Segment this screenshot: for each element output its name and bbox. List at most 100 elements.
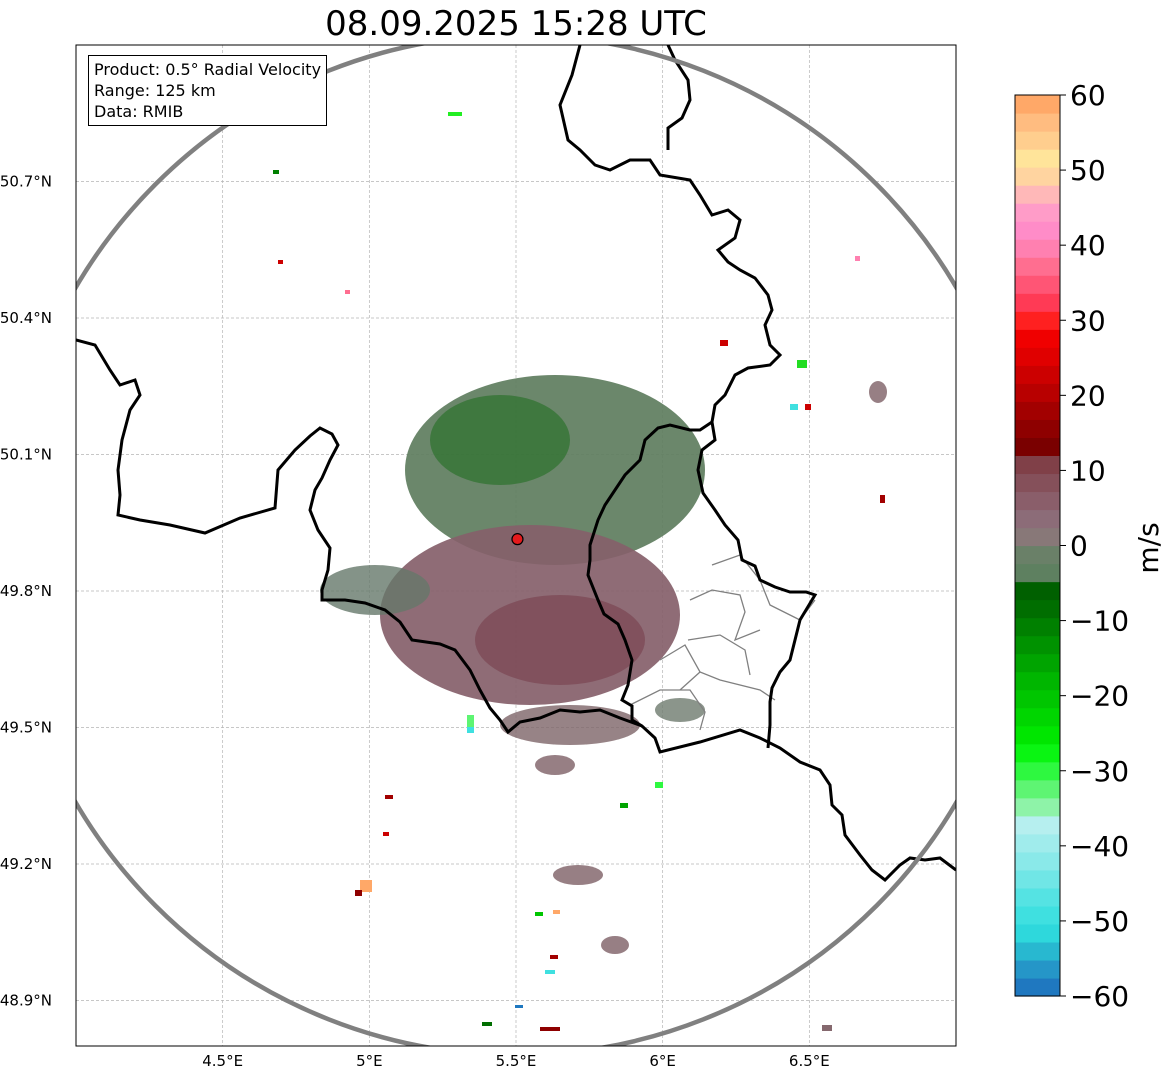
lon-tick-label: 5.5°E — [496, 1052, 537, 1070]
colorbar-segment — [1015, 347, 1060, 366]
info-data: Data: RMIB — [94, 102, 184, 121]
echo-speck — [467, 715, 474, 727]
echo-northeast — [869, 381, 887, 403]
border-luxembourg-west — [586, 420, 713, 728]
echo-speck — [655, 782, 663, 788]
echo-speck — [535, 912, 543, 916]
colorbar-segment — [1015, 437, 1060, 456]
colorbar-segment — [1015, 239, 1060, 258]
colorbar-segment — [1015, 635, 1060, 655]
colorbar-segment — [1015, 383, 1060, 402]
colorbar-segment — [1015, 959, 1060, 979]
echo-band-south — [500, 705, 640, 745]
colorbar-segment — [1015, 419, 1060, 438]
lon-tick-label: 4.5°E — [202, 1052, 243, 1070]
colorbar-tick-label: 10 — [1070, 454, 1106, 487]
lon-tick-label: 6.5°E — [789, 1052, 830, 1070]
lon-tick-label: 6°E — [649, 1052, 676, 1070]
border-france-belgium-west — [76, 338, 956, 882]
colorbar-segment — [1015, 113, 1060, 132]
lat-tick-label: 50.4°N — [0, 309, 52, 327]
colorbar-segment — [1015, 617, 1060, 637]
colorbar-segment — [1015, 653, 1060, 673]
lat-tick-label: 49.8°N — [0, 582, 52, 600]
echo-speck — [550, 955, 558, 959]
echo-speck — [545, 970, 555, 974]
lat-tick-label: 50.1°N — [0, 446, 52, 464]
gridlines — [76, 45, 956, 1046]
lat-tick-label: 50.7°N — [0, 173, 52, 191]
echo-far-south — [553, 865, 603, 885]
echo-speck — [855, 256, 860, 261]
colorbar-segment — [1015, 365, 1060, 384]
colorbar: 60 50 40 30 20 10 0 −10 −20 −30 −40 −50 −60 m/s — [1014, 79, 1165, 1013]
colorbar-tick-label: −10 — [1070, 605, 1129, 638]
colorbar-segment — [1015, 599, 1060, 619]
colorbar-segment — [1015, 185, 1060, 204]
echo-speck — [515, 1005, 523, 1008]
echo-speck — [553, 910, 560, 914]
echo-speck — [360, 880, 372, 892]
colorbar-segment — [1015, 167, 1060, 186]
echo-speck — [720, 340, 728, 346]
colorbar-tick-label: 0 — [1070, 530, 1088, 563]
echo-east — [655, 698, 705, 722]
radar-site-marker — [511, 533, 524, 546]
colorbar-segment — [1015, 581, 1060, 601]
lat-tick-label: 48.9°N — [0, 992, 52, 1010]
colorbar-tick-label: 40 — [1070, 229, 1106, 262]
echo-pink-south-core — [475, 595, 645, 685]
colorbar-segment — [1015, 401, 1060, 420]
echo-speck — [355, 890, 362, 896]
colorbar-segment — [1015, 95, 1060, 114]
colorbar-segment — [1015, 833, 1060, 853]
colorbar-tick-label: 20 — [1070, 379, 1106, 412]
colorbar-tick-label: −40 — [1070, 830, 1129, 863]
colorbar-segment — [1015, 563, 1060, 583]
latitude-tick-labels: 50.7°N 50.4°N 50.1°N 49.8°N 49.5°N 49.2°N 48.9… — [0, 173, 52, 1010]
echo-speck — [273, 170, 279, 174]
info-box: Product: 0.5° Radial Velocity Range: 125… — [88, 55, 328, 126]
colorbar-segment — [1015, 671, 1060, 691]
colorbar-label: m/s — [1132, 522, 1165, 573]
colorbar-tick-label: −60 — [1070, 980, 1129, 1013]
colorbar-segment — [1015, 509, 1060, 529]
colorbar-tick-label: 50 — [1070, 154, 1106, 187]
plot-frame — [75, 44, 957, 1047]
echo-speck — [805, 404, 811, 410]
colorbar-segment — [1015, 779, 1060, 799]
colorbar-segment — [1015, 257, 1060, 276]
echo-speck — [383, 832, 389, 836]
colorbar-segment — [1015, 941, 1060, 961]
border-belgium-germany — [558, 45, 818, 749]
colorbar-segment — [1015, 869, 1060, 889]
echo-speck — [467, 727, 474, 733]
map-title: 08.09.2025 15:28 UTC — [325, 4, 707, 44]
colorbar-segment — [1015, 743, 1060, 763]
colorbar-segment — [1015, 329, 1060, 348]
echo-band-west — [320, 565, 430, 615]
radar-echoes — [273, 112, 887, 1031]
colorbar-segment — [1015, 545, 1060, 565]
colorbar-segment — [1015, 725, 1060, 745]
colorbar-segment — [1015, 473, 1060, 493]
colorbar-segment — [1015, 131, 1060, 150]
colorbar-segment — [1015, 815, 1060, 835]
echo-southeast — [535, 755, 575, 775]
colorbar-segment — [1015, 905, 1060, 925]
colorbar-segment — [1015, 887, 1060, 907]
echo-speck — [540, 1027, 560, 1031]
colorbar-segment — [1015, 491, 1060, 511]
lon-tick-label: 5°E — [356, 1052, 383, 1070]
colorbar-tick-label: 30 — [1070, 304, 1106, 337]
echo-speck — [790, 404, 798, 410]
longitude-tick-labels: 4.5°E 5°E 5.5°E 6°E 6.5°E — [202, 1052, 830, 1070]
info-product: Product: 0.5° Radial Velocity — [94, 60, 322, 79]
echo-speck — [345, 290, 350, 294]
echo-speck — [482, 1022, 492, 1026]
colorbar-segment — [1015, 689, 1060, 709]
colorbar-tick-label: −30 — [1070, 755, 1129, 788]
colorbar-segment — [1015, 761, 1060, 781]
echo-speck — [620, 803, 628, 808]
